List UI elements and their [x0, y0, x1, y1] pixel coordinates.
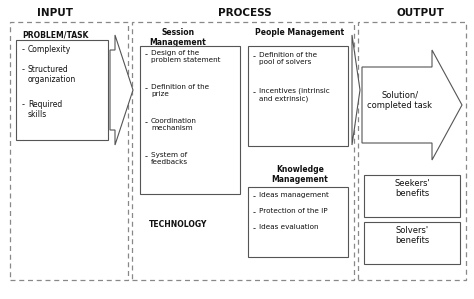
Polygon shape	[362, 50, 462, 160]
Text: Session
Management: Session Management	[150, 28, 206, 48]
Bar	[248, 46, 348, 146]
Text: -: -	[22, 65, 25, 74]
Text: INPUT: INPUT	[37, 8, 73, 18]
Text: -: -	[145, 84, 148, 93]
Text: TECHNOLOGY: TECHNOLOGY	[149, 220, 207, 229]
Text: -: -	[253, 224, 256, 233]
Bar	[10, 22, 128, 280]
Text: Solution/
completed task: Solution/ completed task	[367, 90, 432, 110]
Text: -: -	[253, 88, 256, 97]
Text: Definition of the
pool of solvers: Definition of the pool of solvers	[259, 52, 317, 65]
Text: -: -	[253, 208, 256, 217]
Text: -: -	[145, 118, 148, 127]
Text: Knowledge
Management: Knowledge Management	[272, 165, 328, 184]
Text: Ideas evaluation: Ideas evaluation	[259, 224, 319, 230]
Polygon shape	[110, 35, 133, 145]
Text: -: -	[145, 50, 148, 59]
Text: PROBLEM/TASK: PROBLEM/TASK	[22, 30, 88, 39]
Text: Structured
organization: Structured organization	[28, 65, 76, 84]
Bar	[358, 22, 466, 280]
Text: -: -	[22, 45, 25, 54]
Text: Design of the
problem statement: Design of the problem statement	[151, 50, 220, 63]
Polygon shape	[352, 35, 360, 145]
Bar	[364, 175, 460, 217]
Text: Solvers'
benefits: Solvers' benefits	[395, 226, 429, 245]
Bar	[364, 222, 460, 264]
Text: People Management: People Management	[255, 28, 345, 37]
Text: Required
skills: Required skills	[28, 100, 62, 119]
Bar	[16, 40, 108, 140]
Text: PROCESS: PROCESS	[218, 8, 272, 18]
Bar	[132, 22, 354, 280]
Text: -: -	[253, 52, 256, 61]
Text: -: -	[145, 152, 148, 161]
Bar	[140, 46, 240, 194]
Text: -: -	[253, 192, 256, 201]
Text: OUTPUT: OUTPUT	[396, 8, 444, 18]
Text: Complexity: Complexity	[28, 45, 71, 54]
Text: -: -	[22, 100, 25, 109]
Text: Coordination
mechanism: Coordination mechanism	[151, 118, 197, 131]
Text: Ideas management: Ideas management	[259, 192, 329, 198]
Text: Definition of the
prize: Definition of the prize	[151, 84, 209, 97]
Text: System of
feedbacks: System of feedbacks	[151, 152, 188, 165]
Bar	[248, 187, 348, 257]
Text: Seekers'
benefits: Seekers' benefits	[394, 179, 430, 199]
Text: Protection of the IP: Protection of the IP	[259, 208, 328, 214]
Text: Incentives (intrinsic
and extrinsic): Incentives (intrinsic and extrinsic)	[259, 88, 330, 102]
